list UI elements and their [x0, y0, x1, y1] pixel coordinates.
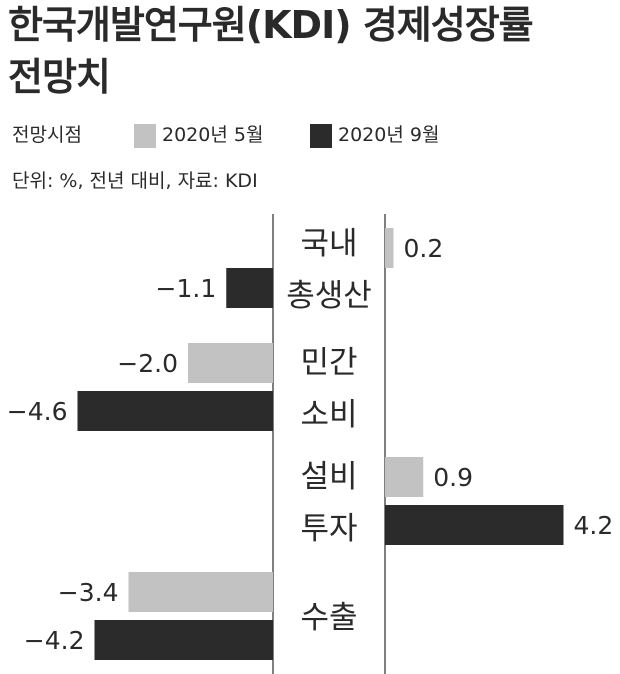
- data-label-sep-0: −1.1: [156, 274, 217, 303]
- category-label-2-1: 투자: [300, 511, 357, 547]
- category-label-1-0: 민간: [300, 345, 357, 381]
- bar-sep-1: [77, 391, 273, 431]
- category-label-3-0: 수출: [300, 600, 357, 636]
- category-label-0-1: 총생산: [286, 278, 372, 314]
- data-label-sep-1: −4.6: [7, 397, 68, 426]
- bar-sep-2: [385, 505, 564, 545]
- data-label-may-3: −3.4: [58, 578, 119, 607]
- data-label-may-0: 0.2: [404, 234, 444, 263]
- chart-title: 한국개발연구원(KDI) 경제성장률: [8, 3, 534, 47]
- bar-may-1: [188, 343, 273, 383]
- data-label-may-1: −2.0: [117, 349, 178, 378]
- data-label-sep-2: 4.2: [574, 511, 614, 540]
- bar-sep-0: [226, 268, 273, 308]
- legend-swatch-may: [134, 124, 156, 148]
- category-label-2-0: 설비: [300, 459, 357, 495]
- category-label-0-0: 국내: [300, 226, 357, 262]
- unit-note: 단위: %, 전년 대비, 자료: KDI: [12, 170, 258, 192]
- bar-sep-3: [94, 620, 273, 660]
- legend-item-sep: 2020년 9월: [338, 124, 440, 146]
- legend-label: 전망시점: [12, 124, 82, 146]
- category-label-1-1: 소비: [300, 397, 357, 433]
- bar-may-3: [128, 572, 273, 612]
- bar-may-0: [385, 228, 394, 268]
- bar-may-2: [385, 457, 424, 497]
- chart-title-line-2: 전망치: [8, 55, 111, 99]
- legend-item-may: 2020년 5월: [162, 124, 264, 146]
- data-label-may-2: 0.9: [433, 463, 473, 492]
- legend-swatch-sep: [310, 124, 332, 148]
- data-label-sep-3: −4.2: [24, 626, 85, 655]
